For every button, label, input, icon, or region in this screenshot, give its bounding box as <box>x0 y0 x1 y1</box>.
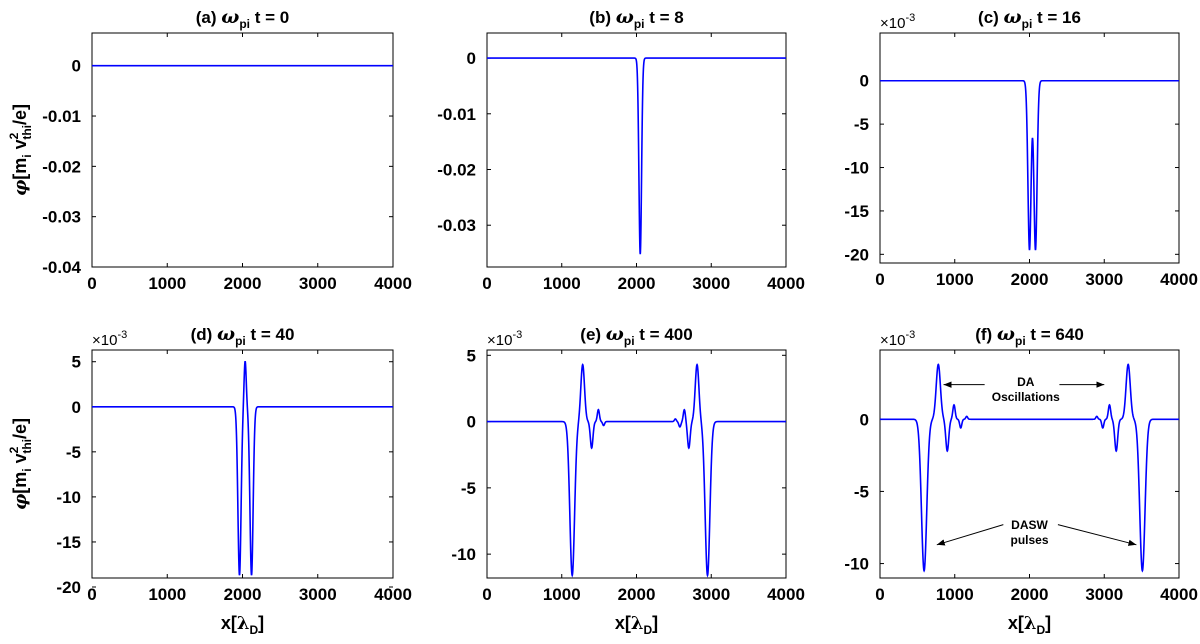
y-tick-label: -10 <box>56 488 81 507</box>
x-tick-label: 4000 <box>374 585 412 604</box>
y-tick-label: 0 <box>72 398 81 417</box>
axes-box <box>879 32 1180 264</box>
y-tick-label: -0.03 <box>437 216 476 235</box>
x-tick-label: 4000 <box>374 274 412 293</box>
y-tick-label: 0 <box>860 410 869 429</box>
y-tick-label: 0 <box>467 49 476 68</box>
x-tick-label: 3000 <box>1085 585 1123 604</box>
x-tick-label: 2000 <box>224 274 262 293</box>
x-tick-label: 0 <box>482 274 491 293</box>
y-multiplier: ×10-3 <box>880 329 915 349</box>
y-tick-label: -10 <box>844 555 869 574</box>
y-tick-label: -15 <box>56 533 81 552</box>
x-tick-label: 3000 <box>1085 270 1123 289</box>
x-tick-label: 0 <box>87 585 96 604</box>
x-tick-label: 2000 <box>618 585 656 604</box>
x-axis-label: x[λD] <box>615 613 658 637</box>
y-tick-label: -5 <box>854 115 869 134</box>
y-tick-label: -5 <box>854 482 869 501</box>
y-tick-label: -0.03 <box>42 208 81 227</box>
y-multiplier: ×10-3 <box>880 12 915 32</box>
panel-d: (d) ωpi t = 40 0 1000 2000 3000 4000 5 0 -5 -10 -1… <box>7 323 412 637</box>
panel-f: (f) ωpi t = 640 0 1000 2000 3000 4000 0 -5 -10 ×1… <box>844 323 1197 637</box>
chart-panels: (a) ωpi t = 0 0 1000 2000 3000 4000 0 -0.01 -0.0… <box>7 6 1198 637</box>
x-tick-label: 2000 <box>618 274 656 293</box>
x-tick-label: 2000 <box>1011 585 1049 604</box>
x-tick-label: 4000 <box>767 274 805 293</box>
x-tick-label: 3000 <box>299 274 337 293</box>
panel-title: (e) ωpi t = 400 <box>580 323 692 348</box>
series-line-c <box>880 79 1179 251</box>
y-tick-label: -5 <box>66 443 81 462</box>
panel-title: (b) ωpi t = 8 <box>589 6 683 31</box>
x-tick-label: 2000 <box>1011 270 1049 289</box>
panel-title: (c) ωpi t = 16 <box>978 6 1081 31</box>
x-tick-label: 4000 <box>767 585 805 604</box>
panel-title: (f) ωpi t = 640 <box>975 323 1084 348</box>
panel-b: (b) ωpi t = 8 0 1000 2000 3000 4000 0 -0.01 -0.0… <box>437 6 805 293</box>
y-tick-label: -0.02 <box>437 161 476 180</box>
x-tick-label: 3000 <box>299 585 337 604</box>
panel-a: (a) ωpi t = 0 0 1000 2000 3000 4000 0 -0.01 -0.0… <box>7 6 412 293</box>
y-tick-label: -0.01 <box>42 107 81 126</box>
y-tick-label: 0 <box>72 57 81 76</box>
annotation-label: DASW pulses <box>1010 518 1048 547</box>
x-tick-label: 1000 <box>936 270 974 289</box>
x-tick-label: 1000 <box>543 585 581 604</box>
series-line-e <box>487 363 786 578</box>
x-axis-label: x[λD] <box>221 613 264 637</box>
x-tick-label: 4000 <box>1160 270 1198 289</box>
y-tick-label: -0.04 <box>42 258 81 277</box>
y-tick-label: -10 <box>451 545 476 564</box>
y-tick-label: -0.01 <box>437 105 476 124</box>
axes-box <box>91 32 394 268</box>
y-tick-label: -10 <box>844 159 869 178</box>
y-axis-label: φ[mi v2thi/e] <box>7 418 34 510</box>
y-axis-label: φ[mi v2thi/e] <box>7 104 34 196</box>
x-tick-label: 4000 <box>1160 585 1198 604</box>
y-multiplier: ×10-3 <box>487 329 522 349</box>
y-tick-label: -5 <box>461 479 476 498</box>
x-tick-label: 1000 <box>936 585 974 604</box>
x-tick-label: 3000 <box>692 585 730 604</box>
panel-title: (a) ωpi t = 0 <box>196 6 289 31</box>
x-tick-label: 0 <box>482 585 491 604</box>
panel-title: (d) ωpi t = 40 <box>191 323 295 348</box>
x-tick-label: 0 <box>875 270 884 289</box>
y-tick-label: -20 <box>56 578 81 597</box>
y-tick-label: -0.02 <box>42 157 81 176</box>
series-line-d <box>92 360 393 576</box>
x-axis-label: x[λD] <box>1008 613 1051 637</box>
panel-c: (c) ωpi t = 16 0 1000 2000 3000 4000 0 -5 -10 -15… <box>844 6 1197 289</box>
y-tick-label: 0 <box>467 413 476 432</box>
series-line-f <box>880 363 1179 573</box>
y-tick-label: 5 <box>467 346 476 365</box>
series-line-b <box>487 57 786 255</box>
y-tick-label: -20 <box>844 245 869 264</box>
y-tick-label: 0 <box>860 72 869 91</box>
y-tick-label: 5 <box>72 353 81 372</box>
x-tick-label: 1000 <box>148 585 186 604</box>
x-tick-label: 0 <box>87 274 96 293</box>
x-tick-label: 0 <box>875 585 884 604</box>
x-tick-label: 1000 <box>543 274 581 293</box>
panel-e: (e) ωpi t = 400 0 1000 2000 3000 4000 5 0 -5 -10 ×… <box>451 323 804 637</box>
axes-box <box>486 349 787 579</box>
y-multiplier: ×10-3 <box>92 329 127 349</box>
annotation-label: DA Oscillations <box>992 375 1060 404</box>
annotation-arrow <box>1057 524 1137 546</box>
y-tick-label: -15 <box>844 202 869 221</box>
x-tick-label: 2000 <box>224 585 262 604</box>
annotation-arrow <box>936 524 1004 546</box>
x-tick-label: 1000 <box>148 274 186 293</box>
x-tick-label: 3000 <box>692 274 730 293</box>
